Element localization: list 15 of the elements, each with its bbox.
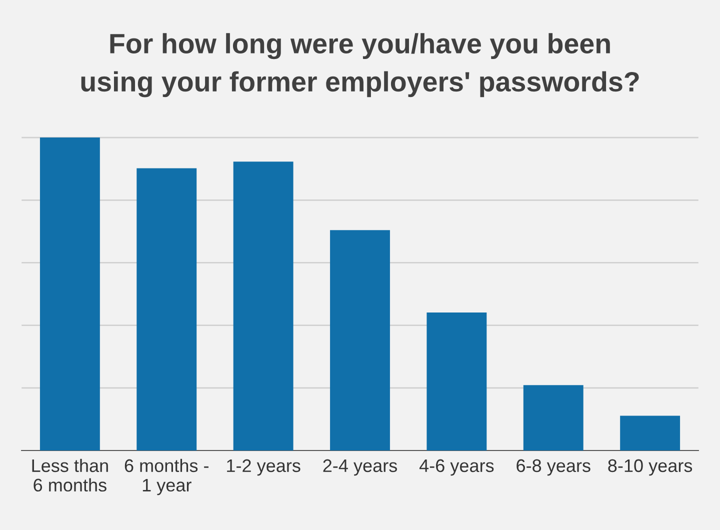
x-tick-label: 8-10 years xyxy=(608,459,692,476)
bar xyxy=(40,138,100,450)
bar xyxy=(330,230,390,450)
bar xyxy=(523,385,584,450)
x-tick-label: 6 months - 1 year xyxy=(124,458,208,496)
x-tick-label: 2-4 years xyxy=(323,459,397,476)
x-tick-label: 1-2 years xyxy=(227,459,300,476)
bar xyxy=(136,168,197,450)
x-tick-label: 6-8 years xyxy=(516,459,590,476)
bar xyxy=(620,416,680,450)
x-tick-label: Less than 6 months xyxy=(32,458,108,492)
bar xyxy=(426,312,487,450)
x-tick-label: 4-6 years xyxy=(419,459,494,476)
chart-title: For how long were you/have you been using your former employers' passwords? xyxy=(81,33,639,98)
bar xyxy=(233,162,294,450)
